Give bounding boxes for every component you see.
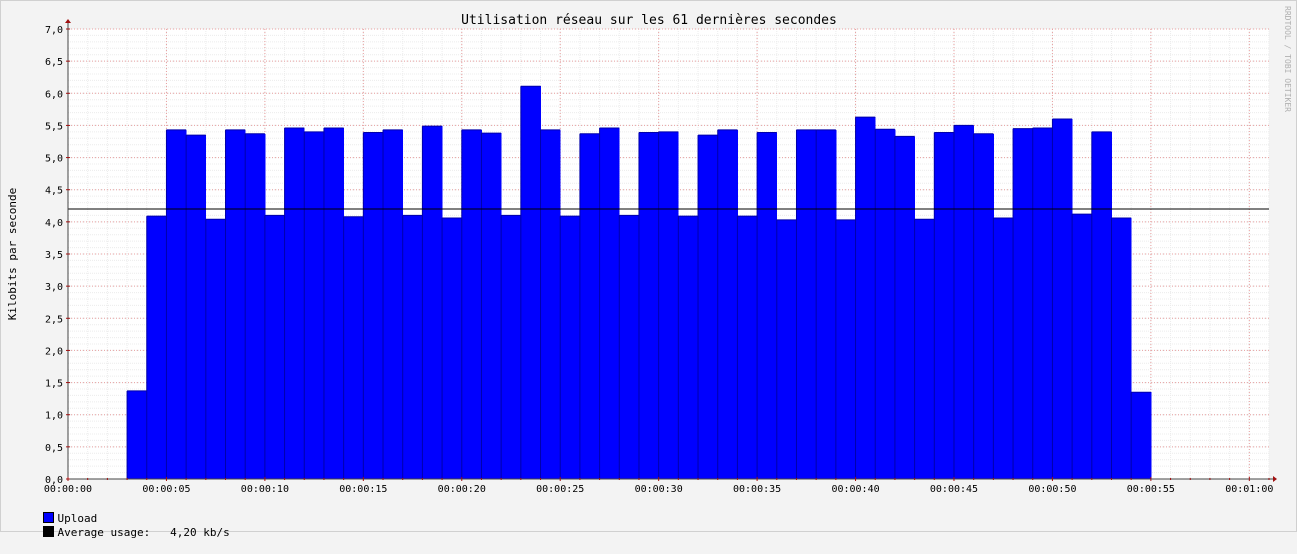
x-tick-label: 00:00:55 [1127,484,1175,495]
y-tick-label: 2,5 [45,314,63,325]
upload-bar [973,133,994,480]
upload-bar [914,219,935,480]
upload-bar [737,216,758,480]
upload-bar [383,129,404,479]
upload-bar [422,126,443,480]
y-tick-labels: 0,0 0,5 1,0 1,5 2,0 2,5 3,0 3,5 4,0 4,5 5,0 5,5 6,0 6… [45,25,63,486]
axes [65,19,1277,482]
upload-bar [1131,392,1152,479]
legend-average-label: Average usage: 4,20 kb/s [57,526,230,539]
x-tick-label: 00:00:20 [438,484,486,495]
y-tick-label: 1,5 [45,379,63,390]
upload-bar [442,218,463,479]
y-tick-label: 7,0 [45,25,63,36]
y-tick-label: 3,0 [45,282,63,293]
upload-bar [816,129,837,479]
x-tick-label: 00:00:10 [241,484,289,495]
upload-bar [323,128,345,479]
upload-bar [698,135,719,480]
y-tick-label: 4,5 [45,186,63,197]
watermark: RRDTOOL / TOBI OETIKER [1283,6,1292,112]
upload-bar [1091,131,1112,479]
upload-bar [481,133,502,479]
upload-bar [363,132,384,479]
upload-bar [953,125,975,479]
x-tick-label: 00:00:30 [635,484,683,495]
upload-bar [835,219,856,479]
upload-bar [776,219,797,479]
upload-bar [560,216,581,480]
y-tick-label: 0,5 [45,443,63,454]
upload-bar [127,390,148,479]
upload-bar [205,219,226,480]
upload-bar [284,128,305,479]
y-tick-label: 3,5 [45,250,63,261]
legend-upload: Upload [16,498,97,525]
y-tick-label: 1,0 [45,411,63,422]
upload-bar [658,131,679,479]
chart-title: Utilisation réseau sur les 61 dernières … [461,13,837,28]
upload-bar [225,129,246,479]
y-tick-label: 6,5 [45,57,63,68]
y-axis-arrow [65,19,71,23]
y-axis-label: Kilobits par seconde [6,188,19,320]
upload-bar [894,136,916,479]
y-tick-label: 5,0 [45,154,63,165]
upload-bars [126,85,1152,480]
y-tick-label: 0,0 [45,475,63,486]
x-tick-label: 00:00:25 [536,484,584,495]
x-tick-label: 00:00:50 [1028,484,1076,495]
upload-bar [264,215,285,479]
upload-bar [245,133,266,480]
upload-bar [304,131,325,479]
upload-bar [520,86,541,479]
y-tick-label: 5,5 [45,121,63,132]
y-tick-label: 2,0 [45,346,63,357]
upload-bar [678,216,699,480]
chart-frame: 0,0 0,5 1,0 1,5 2,0 2,5 3,0 3,5 4,0 4,5 5,0 5,5 6,0 6… [0,0,1297,539]
x-tick-label: 00:00:15 [339,484,387,495]
upload-bar [579,133,600,480]
upload-bar [1072,214,1093,479]
upload-bar [619,215,640,479]
x-tick-label: 00:00:05 [142,484,190,495]
x-tick-label: 00:00:35 [733,484,781,495]
x-tick-label: 00:01:00 [1225,484,1273,495]
x-tick-label: 00:00:00 [44,484,92,495]
upload-bar [993,218,1014,479]
upload-bar [1052,119,1073,479]
x-tick-label: 00:00:40 [831,484,879,495]
upload-bar [1032,128,1053,479]
upload-bar [146,216,167,480]
legend-upload-label: Upload [57,512,98,525]
upload-bar [501,215,522,479]
upload-bar [757,132,778,479]
upload-swatch [42,512,54,523]
upload-bar [717,129,738,479]
upload-bar [638,132,660,479]
x-axis-arrow [1273,476,1277,482]
upload-bar [855,117,876,480]
x-tick-label: 00:00:45 [930,484,978,495]
upload-bar [875,129,896,480]
upload-bar [540,129,561,479]
upload-bar [796,129,817,479]
upload-bar [343,216,364,479]
upload-bar [186,135,207,480]
y-tick-label: 6,0 [45,89,63,100]
x-tick-labels: 00:00:00 00:00:05 00:00:10 00:00:15 00:00:20… [44,484,1273,495]
upload-bar [461,129,482,479]
chart: 0,0 0,5 1,0 1,5 2,0 2,5 3,0 3,5 4,0 4,5 5,0 5,5 6,0 6… [6,6,1292,495]
upload-bar [402,215,423,479]
upload-bar [1111,218,1132,479]
upload-bar [599,128,620,479]
upload-bar [934,132,955,479]
upload-bar [1013,128,1034,479]
legend-average: Average usage: 4,20 kb/s [16,512,230,539]
upload-bar [166,129,187,479]
y-tick-label: 4,0 [45,218,63,229]
